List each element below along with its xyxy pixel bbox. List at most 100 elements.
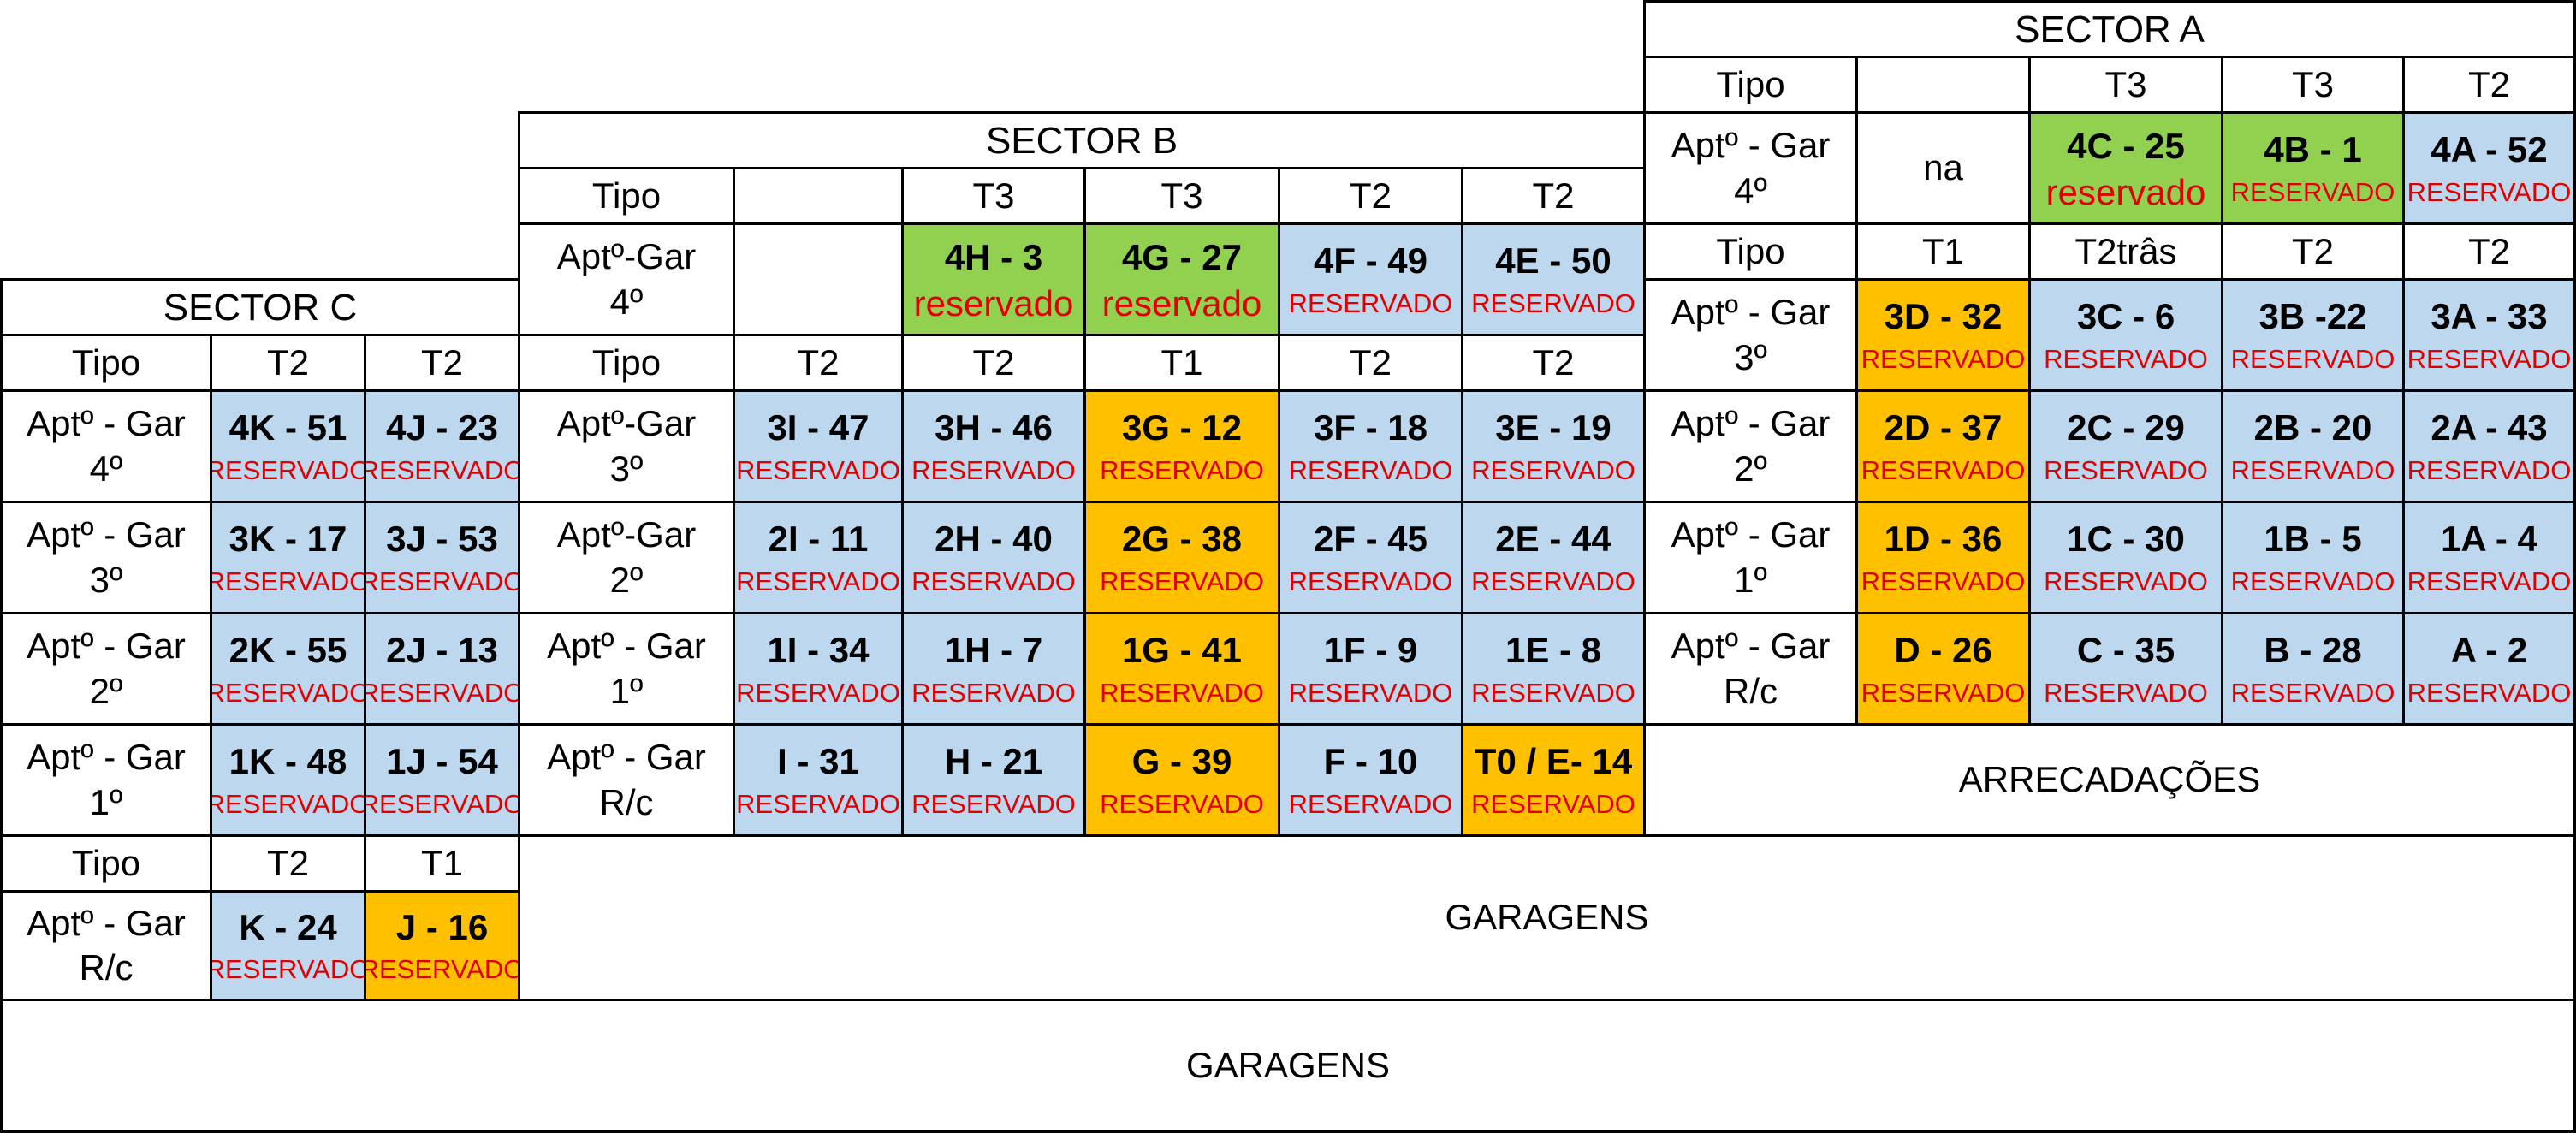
reservation-status: RESERVADO: [2230, 176, 2395, 207]
reservation-status: RESERVADO: [1471, 677, 1635, 708]
unit-4g-27[interactable]: 4G - 27 reservado: [1083, 222, 1280, 336]
unit-1b-5[interactable]: 1B - 5 RESERVADO: [2221, 501, 2405, 614]
unit-code: 2E - 44: [1495, 519, 1611, 560]
floor-label-line2: 2º: [89, 670, 123, 711]
floor-label-line2: 1º: [1734, 559, 1767, 600]
unit-code: 1E - 8: [1505, 630, 1602, 671]
floor-label-line1: Aptº - Gar: [27, 902, 186, 943]
floor-label-line2: 2º: [1734, 448, 1767, 489]
reservation-status: reservado: [1101, 282, 1262, 323]
unit-code: J - 16: [395, 906, 489, 947]
reservation-status: RESERVADO: [1100, 788, 1264, 819]
unit-3j-53[interactable]: 3J - 53 RESERVADO: [364, 501, 520, 614]
unit-1e-8[interactable]: 1E - 8 RESERVADO: [1461, 612, 1646, 726]
garages-upper: GARAGENS: [518, 834, 2576, 1001]
unit-2b-20[interactable]: 2B - 20 RESERVADO: [2221, 389, 2405, 503]
sector-b-floor-3-label: Aptº-Gar 3º: [518, 389, 735, 503]
unit-2e-44[interactable]: 2E - 44 RESERVADO: [1461, 501, 1646, 614]
unit-k-24[interactable]: K - 24 RESERVADO: [210, 890, 366, 1001]
unit-code: 4C - 25: [2067, 125, 2185, 166]
floor-label-line1: Aptº - Gar: [1671, 292, 1831, 332]
sector-b-floor-4-blank: [733, 222, 904, 336]
reservation-status: RESERVADO: [911, 677, 1076, 708]
unit-4c-25[interactable]: 4C - 25 reservado: [2028, 111, 2223, 225]
unit-a-2[interactable]: A - 2 RESERVADO: [2402, 612, 2576, 726]
unit-2a-43[interactable]: 2A - 43 RESERVADO: [2402, 389, 2576, 503]
unit-1i-34[interactable]: 1I - 34 RESERVADO: [733, 612, 904, 726]
unit-1k-48[interactable]: 1K - 48 RESERVADO: [210, 723, 366, 837]
reservation-status: RESERVADO: [2044, 454, 2208, 485]
unit-3i-47[interactable]: 3I - 47 RESERVADO: [733, 389, 904, 503]
unit-2d-37[interactable]: 2D - 37 RESERVADO: [1855, 389, 2031, 503]
reservation-status: RESERVADO: [1861, 677, 2026, 708]
unit-i-31[interactable]: I - 31 RESERVADO: [733, 723, 904, 837]
unit-4b-1[interactable]: 4B - 1 RESERVADO: [2221, 111, 2405, 225]
unit-code: 2H - 40: [935, 519, 1053, 560]
reservation-status: RESERVADO: [210, 566, 366, 596]
unit-j-16[interactable]: J - 16 RESERVADO: [364, 890, 520, 1001]
sector-b-type-e: T2: [1461, 334, 1646, 392]
unit-1f-9[interactable]: 1F - 9 RESERVADO: [1278, 612, 1463, 726]
unit-t0-e-14[interactable]: T0 / E- 14 RESERVADO: [1461, 723, 1646, 837]
unit-4e-50[interactable]: 4E - 50 RESERVADO: [1461, 222, 1646, 336]
unit-h-21[interactable]: H - 21 RESERVADO: [901, 723, 1086, 837]
unit-1a-4[interactable]: 1A - 4 RESERVADO: [2402, 501, 2576, 614]
unit-3k-17[interactable]: 3K - 17 RESERVADO: [210, 501, 366, 614]
unit-2g-38[interactable]: 2G - 38 RESERVADO: [1083, 501, 1280, 614]
unit-code: 2G - 38: [1121, 519, 1243, 560]
unit-4j-23[interactable]: 4J - 23 RESERVADO: [364, 389, 520, 503]
reservation-status: RESERVADO: [1288, 566, 1453, 596]
floor-label-line1: Aptº-Gar: [556, 236, 697, 276]
floor-label-line2: R/c: [79, 947, 134, 988]
floor-label-line1: Aptº - Gar: [547, 626, 706, 666]
unit-g-39[interactable]: G - 39 RESERVADO: [1083, 723, 1280, 837]
reservation-status: RESERVADO: [364, 954, 520, 985]
floor-label-line2: 3º: [89, 559, 123, 600]
unit-code: 4K - 51: [229, 407, 347, 448]
unit-2i-11[interactable]: 2I - 11 RESERVADO: [733, 501, 904, 614]
unit-code: 3G - 12: [1121, 407, 1243, 448]
reservation-status: RESERVADO: [1471, 288, 1635, 318]
unit-3b-22[interactable]: 3B -22 RESERVADO: [2221, 278, 2405, 392]
unit-code: 2C - 29: [2067, 407, 2185, 448]
unit-1g-41[interactable]: 1G - 41 RESERVADO: [1083, 612, 1280, 726]
unit-3d-32[interactable]: 3D - 32 RESERVADO: [1855, 278, 2031, 392]
sector-b-floor-1-label: Aptº - Gar 1º: [518, 612, 735, 726]
unit-3e-19[interactable]: 3E - 19 RESERVADO: [1461, 389, 1646, 503]
unit-3c-6[interactable]: 3C - 6 RESERVADO: [2028, 278, 2223, 392]
unit-2k-55[interactable]: 2K - 55 RESERVADO: [210, 612, 366, 726]
floor-label-line1: Aptº-Gar: [556, 403, 697, 443]
unit-3g-12[interactable]: 3G - 12 RESERVADO: [1083, 389, 1280, 503]
unit-4f-49[interactable]: 4F - 49 RESERVADO: [1278, 222, 1463, 336]
sector-c-tipo-label: Tipo: [0, 334, 212, 392]
unit-1d-36[interactable]: 1D - 36 RESERVADO: [1855, 501, 2031, 614]
unit-4a-52[interactable]: 4A - 52 RESERVADO: [2402, 111, 2576, 225]
unit-4h-3[interactable]: 4H - 3 reservado: [901, 222, 1086, 336]
unit-2h-40[interactable]: 2H - 40 RESERVADO: [901, 501, 1086, 614]
unit-4k-51[interactable]: 4K - 51 RESERVADO: [210, 389, 366, 503]
unit-1h-7[interactable]: 1H - 7 RESERVADO: [901, 612, 1086, 726]
sector-b-floor-rc-label: Aptº - Gar R/c: [518, 723, 735, 837]
unit-code: A - 2: [2450, 630, 2528, 671]
unit-code: 1A - 4: [2441, 519, 2537, 560]
unit-2c-29[interactable]: 2C - 29 RESERVADO: [2028, 389, 2223, 503]
unit-2j-13[interactable]: 2J - 13 RESERVADO: [364, 612, 520, 726]
unit-3h-46[interactable]: 3H - 46 RESERVADO: [901, 389, 1086, 503]
floor-label-line1: Aptº - Gar: [1671, 403, 1831, 443]
reservation-status: RESERVADO: [1471, 566, 1635, 596]
unit-2f-45[interactable]: 2F - 45 RESERVADO: [1278, 501, 1463, 614]
sector-a-type-d: T1: [1855, 222, 2031, 281]
unit-b-28[interactable]: B - 28 RESERVADO: [2221, 612, 2405, 726]
unit-1c-30[interactable]: 1C - 30 RESERVADO: [2028, 501, 2223, 614]
unit-code: 3H - 46: [935, 407, 1053, 448]
floor-label-line2: 3º: [1734, 336, 1767, 377]
floor-label-line1: Aptº - Gar: [27, 403, 186, 443]
unit-3a-33[interactable]: 3A - 33 RESERVADO: [2402, 278, 2576, 392]
reservation-status: RESERVADO: [2044, 566, 2208, 596]
unit-c-35[interactable]: C - 35 RESERVADO: [2028, 612, 2223, 726]
unit-1j-54[interactable]: 1J - 54 RESERVADO: [364, 723, 520, 837]
unit-3f-18[interactable]: 3F - 18 RESERVADO: [1278, 389, 1463, 503]
unit-f-10[interactable]: F - 10 RESERVADO: [1278, 723, 1463, 837]
unit-d-26[interactable]: D - 26 RESERVADO: [1855, 612, 2031, 726]
